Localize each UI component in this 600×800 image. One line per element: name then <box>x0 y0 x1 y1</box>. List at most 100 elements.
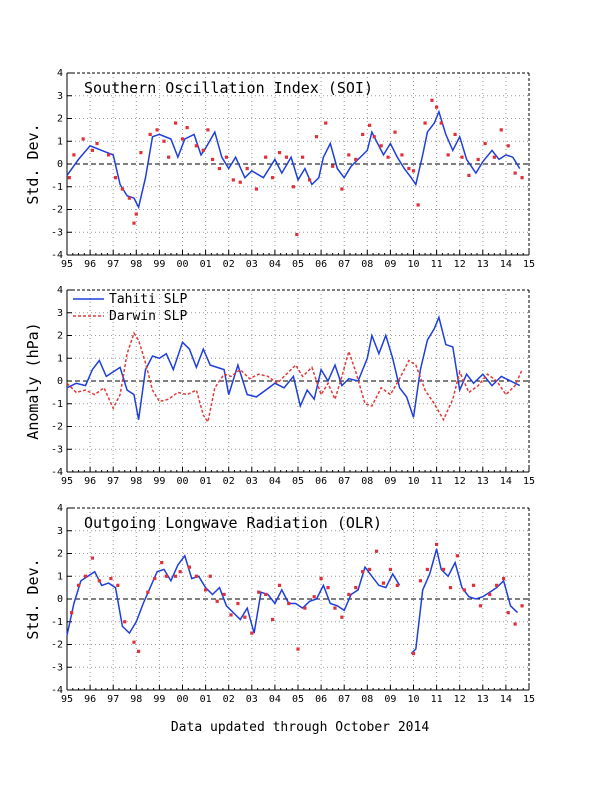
olr-data-point <box>303 606 307 610</box>
data-updated-footer: Data updated through October 2014 <box>171 720 429 735</box>
soi-x-tick-label: 03 <box>246 259 258 270</box>
olr-x-tick-label: 06 <box>315 694 327 705</box>
olr-data-point <box>455 554 459 558</box>
olr-data-point <box>146 590 150 594</box>
soi-data-point <box>194 144 198 148</box>
olr-data-point <box>164 574 168 578</box>
olr-data-point <box>340 615 344 619</box>
slp-y-tick-label: 4 <box>57 285 63 296</box>
olr-data-point <box>513 622 517 626</box>
soi-data-point <box>347 153 351 157</box>
soi-x-tick-label: 99 <box>153 259 165 270</box>
soi-x-tick-label: 13 <box>477 259 489 270</box>
soi-data-point <box>460 155 464 159</box>
olr-data-point <box>506 611 510 615</box>
soi-data-point <box>324 121 328 125</box>
olr-data-point <box>153 576 157 581</box>
slp-x-tick-label: 12 <box>454 476 466 487</box>
olr-x-tick-label: 07 <box>338 694 350 705</box>
olr-series-line-1 <box>410 548 519 655</box>
slp-x-tick-label: 06 <box>315 476 327 487</box>
slp-y-tick-label: -2 <box>51 422 63 433</box>
olr-series-line-0 <box>66 554 401 636</box>
olr-data-point <box>208 574 212 578</box>
olr-y-tick-label: -4 <box>51 685 63 696</box>
soi-data-point <box>435 105 439 109</box>
soi-y-tick-label: 3 <box>57 91 63 102</box>
olr-x-tick-label: 11 <box>431 694 443 705</box>
slp-x-tick-label: 09 <box>384 476 396 487</box>
soi-data-point <box>162 139 166 143</box>
olr-data-point <box>229 613 233 617</box>
soi-x-tick-label: 95 <box>61 259 73 270</box>
olr-data-point <box>501 576 506 581</box>
olr-data-point <box>236 601 240 606</box>
olr-x-tick-label: 03 <box>246 694 258 705</box>
soi-x-tick-label: 97 <box>107 259 119 270</box>
olr-x-tick-label: 01 <box>200 694 212 705</box>
olr-x-tick-label: 10 <box>407 694 419 705</box>
olr-data-point <box>83 574 88 578</box>
soi-data-point <box>270 176 275 180</box>
olr-data-point <box>354 586 358 590</box>
soi-data-point <box>231 178 235 182</box>
olr-data-point <box>137 649 141 653</box>
soi-data-point <box>206 128 210 132</box>
soi-data-point <box>139 151 143 155</box>
soi-data-point <box>400 153 404 157</box>
soi-data-point <box>314 135 319 139</box>
soi-data-point <box>301 155 305 159</box>
olr-data-point <box>361 570 365 574</box>
soi-data-point <box>331 164 335 168</box>
soi-data-point <box>467 173 471 177</box>
olr-data-point <box>250 631 254 635</box>
slp-x-tick-label: 01 <box>200 476 212 487</box>
soi-data-point <box>155 128 159 132</box>
olr-data-point <box>222 592 226 597</box>
soi-data-point <box>453 132 457 137</box>
olr-data-point <box>448 586 453 590</box>
soi-panel-title: Southern Oscillation Index (SOI) <box>84 79 373 97</box>
soi-data-point <box>513 171 517 175</box>
soi-data-point <box>284 155 289 159</box>
olr-data-point <box>243 615 247 619</box>
olr-x-tick-label: 02 <box>223 694 235 705</box>
olr-x-tick-label: 08 <box>361 694 373 705</box>
soi-data-point <box>483 141 487 146</box>
olr-data-point <box>296 647 300 651</box>
olr-y-tick-label: -3 <box>51 662 63 673</box>
soi-data-point <box>254 187 259 191</box>
soi-y-tick-label: -3 <box>51 227 63 238</box>
soi-data-point <box>127 196 131 200</box>
olr-data-point <box>215 599 219 603</box>
olr-panel-title: Outgoing Longwave Radiation (OLR) <box>84 514 382 532</box>
slp-x-tick-label: 07 <box>338 476 350 487</box>
soi-data-point <box>340 187 344 191</box>
soi-x-tick-label: 98 <box>130 259 142 270</box>
slp-x-tick-label: 05 <box>292 476 304 487</box>
olr-data-point <box>425 567 429 572</box>
slp-x-tick-label: 02 <box>223 476 235 487</box>
slp-y-tick-label: -4 <box>51 467 63 478</box>
olr-x-tick-label: 98 <box>130 694 142 705</box>
soi-x-tick-label: 08 <box>361 259 373 270</box>
olr-data-point <box>70 611 74 615</box>
olr-data-point <box>462 588 466 592</box>
olr-data-point <box>368 567 372 572</box>
slp-x-tick-label: 13 <box>477 476 489 487</box>
slp-x-tick-label: 10 <box>407 476 419 487</box>
soi-data-point <box>134 212 138 216</box>
soi-x-tick-label: 96 <box>84 259 96 270</box>
soi-data-point <box>95 141 99 146</box>
olr-data-point <box>333 606 337 610</box>
soi-y-axis-label: Std. Dev. <box>24 123 42 204</box>
slp-x-tick-label: 04 <box>269 476 281 487</box>
soi-data-point <box>439 121 443 125</box>
slp-x-tick-label: 99 <box>153 476 165 487</box>
slp-x-tick-label: 03 <box>246 476 258 487</box>
legend-label: Darwin SLP <box>109 309 187 324</box>
olr-data-point <box>194 574 198 578</box>
olr-y-tick-label: 3 <box>57 526 63 537</box>
soi-data-point <box>106 153 111 157</box>
